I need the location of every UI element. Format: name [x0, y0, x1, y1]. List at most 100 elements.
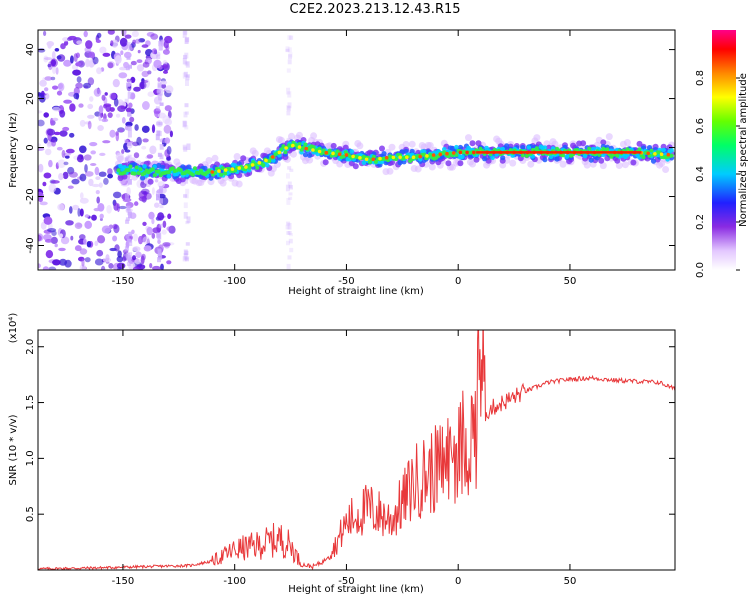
noise-speckle: [149, 145, 157, 155]
noise-speckle: [98, 105, 104, 114]
noise-speckle: [136, 64, 145, 72]
noise-column-mark: [286, 263, 291, 270]
noise-speckle: [134, 258, 142, 265]
ridge-peak-mark: [451, 151, 456, 155]
noise-speckle: [112, 235, 118, 242]
noise-speckle: [134, 201, 139, 206]
spectrogram-x-axis-label: Height of straight line (km): [288, 286, 424, 297]
ridge-peak-mark: [425, 154, 429, 158]
noise-column-mark: [124, 139, 129, 144]
noise-speckle: [132, 266, 141, 270]
ridge-mark: [379, 145, 385, 152]
noise-column-mark: [158, 93, 163, 101]
noise-speckle: [59, 130, 68, 137]
ridge-mark: [156, 162, 162, 169]
ridge-mark: [542, 157, 548, 163]
noise-column-mark: [157, 152, 162, 157]
noise-speckle: [133, 86, 141, 92]
noise-column-mark: [158, 41, 163, 47]
noise-speckle: [88, 51, 95, 59]
ridge-mark: [367, 160, 372, 165]
ridge-mark: [428, 152, 433, 157]
ridge-mark: [583, 161, 591, 169]
ridge-mark: [504, 143, 510, 149]
noise-column-mark: [184, 103, 189, 108]
noise-column-mark: [286, 231, 291, 235]
noise-column-mark: [156, 89, 161, 93]
noise-speckle: [62, 37, 69, 42]
ridge-mark: [310, 132, 318, 140]
noise-speckle: [76, 40, 83, 45]
noise-column-mark: [286, 173, 290, 179]
noise-speckle: [157, 212, 165, 221]
noise-column-mark: [155, 106, 160, 112]
noise-column-mark: [285, 184, 290, 192]
noise-speckle: [105, 254, 110, 262]
noise-column-mark: [127, 92, 132, 99]
ridge-mark: [202, 165, 208, 171]
snr-y-axis-label: SNR (10 * v/v): [8, 414, 19, 485]
ridge-peak-mark: [277, 150, 282, 155]
noise-speckle: [115, 113, 121, 118]
ridge-mark: [156, 169, 161, 174]
noise-column-mark: [286, 240, 290, 246]
ridge-mark: [554, 156, 560, 162]
noise-column-mark: [125, 194, 129, 200]
noise-speckle: [101, 225, 111, 234]
ridge-mark: [152, 173, 157, 178]
ridge-peak-mark: [297, 145, 302, 149]
noise-speckle: [54, 48, 60, 52]
noise-column-mark: [183, 71, 188, 77]
spectrogram-panel: -150 -100 -50 0 50 40 20 0 -20 -40 Height of str…: [8, 29, 676, 297]
noise-speckle: [52, 106, 61, 112]
noise-speckle: [50, 236, 58, 244]
noise-speckle: [47, 228, 57, 233]
snr-panel: -150 -100 -50 0 50 0.5 1.0 1.5 2.0 Height of st…: [8, 313, 676, 595]
ridge-mark: [288, 132, 295, 140]
y-tick-label: 2.0: [25, 339, 36, 355]
noise-speckle: [141, 145, 147, 150]
noise-speckle: [68, 35, 77, 41]
noise-speckle: [137, 49, 141, 54]
snr-background: [38, 330, 675, 570]
spectrogram-marks: [38, 30, 675, 270]
noise-speckle: [164, 137, 171, 144]
ridge-mark: [205, 157, 213, 164]
noise-speckle: [99, 218, 103, 221]
noise-speckle: [91, 183, 100, 188]
noise-speckle: [136, 59, 143, 63]
noise-speckle: [146, 154, 154, 159]
ridge-mark: [588, 157, 594, 163]
ridge-peak-mark: [378, 156, 382, 161]
ridge-mark: [117, 155, 124, 163]
noise-column-mark: [288, 52, 293, 58]
noise-speckle: [56, 146, 63, 151]
ridge-mark: [649, 148, 654, 153]
noise-column-mark: [287, 91, 292, 98]
noise-speckle: [142, 138, 149, 143]
ridge-mark: [414, 165, 422, 173]
ridge-peak-mark: [324, 150, 329, 155]
ridge-mark: [116, 168, 121, 173]
noise-column-mark: [128, 231, 133, 237]
noise-speckle: [69, 132, 75, 138]
noise-column-mark: [287, 166, 292, 170]
y-tick-label: 0.5: [25, 506, 36, 522]
noise-speckle: [84, 164, 88, 173]
ridge-mark: [527, 160, 535, 168]
noise-speckle: [146, 226, 153, 236]
ridge-mark: [399, 149, 405, 155]
noise-column-mark: [286, 221, 291, 226]
noise-column-mark: [184, 61, 189, 66]
noise-speckle: [46, 128, 56, 136]
ridge-mark: [542, 145, 548, 150]
noise-column-mark: [125, 66, 130, 71]
ridge-mark: [630, 159, 637, 166]
spectrogram-y-ticks: 40 20 0 -20 -40: [25, 43, 675, 254]
noise-speckle: [163, 40, 169, 49]
noise-speckle: [116, 255, 124, 263]
ridge-mark: [469, 160, 476, 168]
ridge-mark: [408, 140, 416, 148]
ridge-mark: [499, 161, 507, 169]
